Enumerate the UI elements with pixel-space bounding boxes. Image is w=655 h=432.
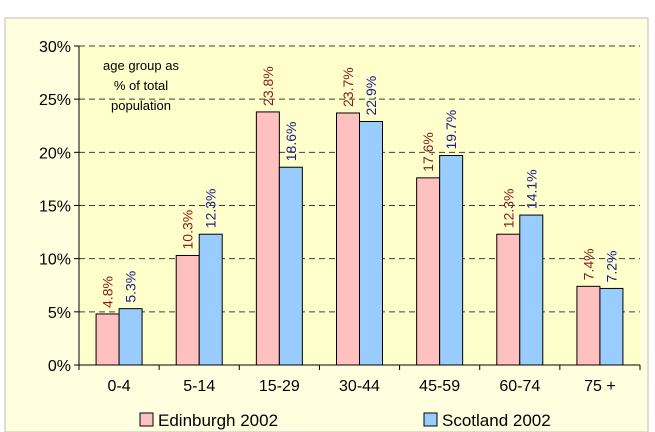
data-label: 12.3% [203, 189, 219, 229]
y-tick-label: 20% [39, 145, 71, 162]
y-tick-label: 15% [39, 199, 71, 216]
bar-edinburgh [576, 285, 601, 366]
bar-scotland [599, 287, 624, 366]
legend-swatch [139, 412, 154, 427]
legend-swatch [423, 412, 438, 427]
data-label: 23.8% [260, 66, 276, 106]
y-tick-label: 0% [48, 358, 71, 375]
x-tick-label: 30-44 [339, 378, 380, 395]
legend-label: Scotland 2002 [442, 411, 551, 430]
bar-edinburgh [416, 177, 441, 366]
bar-edinburgh [175, 254, 200, 366]
bar-scotland [278, 166, 303, 366]
data-label: 7.2% [603, 251, 619, 283]
y-tick-label: 30% [39, 39, 71, 56]
data-label: 17.6% [420, 132, 436, 172]
bar-scotland [118, 308, 143, 366]
bar-edinburgh [255, 111, 280, 366]
data-label: 18.6% [283, 122, 299, 162]
data-label: 5.3% [123, 271, 139, 303]
y-tick-label: 25% [39, 92, 71, 109]
y-tick-label: 10% [39, 252, 71, 269]
legend-label: Edinburgh 2002 [158, 411, 278, 430]
annotation-text: population [111, 98, 171, 113]
bar-scotland [439, 155, 464, 366]
annotation-text: age group as [103, 58, 179, 73]
x-tick-label: 0-4 [108, 378, 131, 395]
y-tick-label: 5% [48, 305, 71, 322]
data-label: 14.1% [523, 169, 539, 209]
x-tick-label: 75 + [584, 378, 616, 395]
bar-scotland [198, 233, 223, 366]
x-tick-label: 5-14 [183, 378, 215, 395]
data-label: 23.7% [340, 67, 356, 107]
data-label: 19.7% [443, 110, 459, 150]
data-label: 4.8% [100, 276, 116, 308]
data-label: 10.3% [180, 210, 196, 250]
bar-scotland [359, 120, 383, 366]
bar-edinburgh [95, 313, 120, 366]
data-label: 22.9% [363, 76, 379, 116]
bar-edinburgh [336, 112, 360, 366]
x-tick-label: 15-29 [259, 378, 300, 395]
annotation-text: % of total [114, 78, 168, 93]
data-label: 12.3% [500, 189, 516, 229]
x-tick-label: 60-74 [499, 378, 540, 395]
bar-edinburgh [496, 233, 521, 366]
bar-scotland [519, 214, 544, 366]
x-tick-label: 45-59 [419, 378, 460, 395]
data-label: 7.4% [580, 248, 596, 280]
